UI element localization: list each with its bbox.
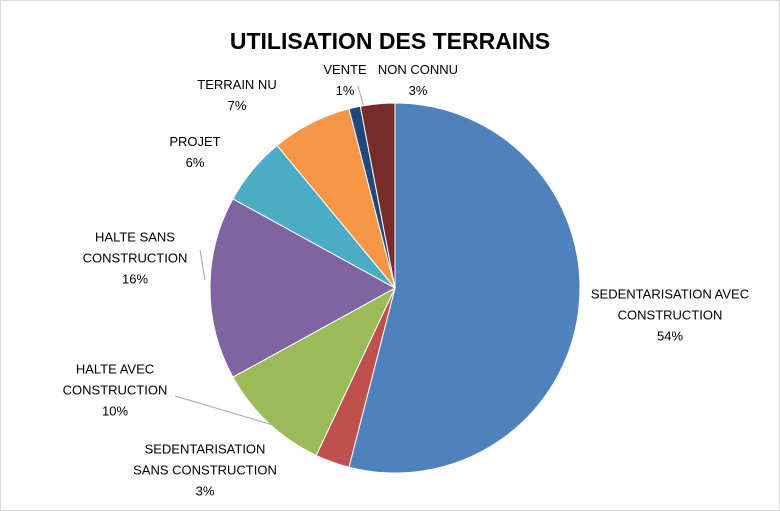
value-label: 7%	[227, 98, 247, 113]
data-label: NON CONNU 3%	[373, 59, 463, 101]
data-label: HALTE SANS CONSTRUCTION 16%	[65, 227, 205, 290]
leader-line	[174, 395, 291, 431]
pie-slice	[209, 198, 397, 378]
leader-line	[357, 85, 365, 109]
category-label: TERRAIN NU	[197, 77, 277, 92]
value-label: 16%	[121, 271, 149, 287]
value-label: 3%	[408, 83, 428, 98]
chart-title: UTILISATION DES TERRAINS	[229, 28, 551, 54]
category-label: PROJET	[169, 134, 221, 149]
value-label: 10%	[101, 403, 129, 419]
data-label: PROJET 6%	[155, 131, 235, 173]
leader-line	[199, 249, 206, 281]
category-label: SEDENTARISATION SANS CONSTRUCTION	[133, 441, 277, 478]
data-label: HALTE AVEC CONSTRUCTION 10%	[50, 359, 180, 422]
category-label: VENTE	[323, 62, 367, 77]
value-label: 1%	[335, 83, 355, 98]
pie-slice	[348, 102, 581, 474]
data-label: SEDENTARISATION SANS CONSTRUCTION 3%	[130, 439, 280, 502]
category-label: HALTE AVEC CONSTRUCTION	[62, 361, 168, 398]
pie-slice	[359, 102, 396, 289]
category-label: SEDENTARISATION AVEC CONSTRUCTION	[590, 286, 750, 323]
data-label: SEDENTARISATION AVEC CONSTRUCTION 54%	[590, 284, 750, 347]
category-label: HALTE SANS CONSTRUCTION	[82, 229, 188, 266]
value-label: 6%	[185, 155, 205, 170]
value-label: 3%	[195, 483, 215, 499]
value-label: 54%	[656, 328, 684, 344]
pie-slice	[232, 286, 397, 457]
data-label: VENTE 1%	[315, 59, 375, 101]
data-label: TERRAIN NU 7%	[192, 74, 282, 116]
category-label: NON CONNU	[377, 62, 459, 77]
